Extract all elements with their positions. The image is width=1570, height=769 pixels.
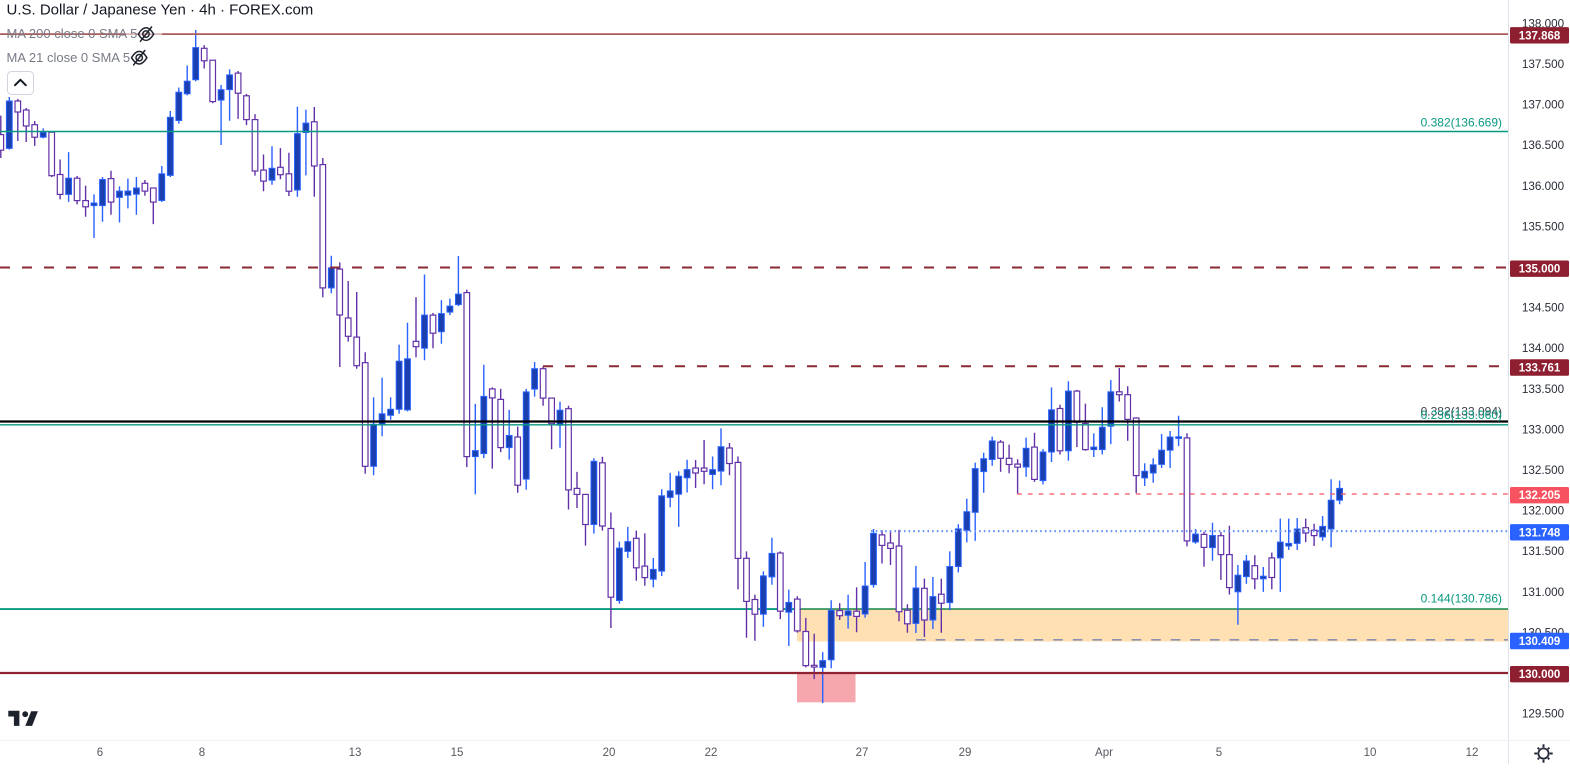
svg-text:134.500: 134.500 [1522, 302, 1565, 315]
svg-text:135.500: 135.500 [1522, 220, 1565, 233]
svg-text:136.000: 136.000 [1522, 180, 1565, 193]
svg-text:22: 22 [705, 747, 718, 759]
svg-text:27: 27 [856, 747, 869, 759]
svg-text:6: 6 [97, 747, 103, 759]
svg-text:136.500: 136.500 [1522, 139, 1565, 152]
svg-text:0.236(133.060): 0.236(133.060) [1421, 408, 1502, 422]
svg-text:0.382(136.669): 0.382(136.669) [1421, 115, 1502, 129]
svg-text:12: 12 [1466, 747, 1479, 759]
svg-text:132.000: 132.000 [1522, 505, 1565, 518]
svg-text:MA 21 close 0 SMA 5: MA 21 close 0 SMA 5 [7, 50, 131, 65]
svg-text:137.000: 137.000 [1522, 99, 1565, 112]
svg-text:137.868: 137.868 [1519, 30, 1561, 42]
svg-text:0.144(130.786): 0.144(130.786) [1421, 592, 1502, 606]
svg-text:Apr: Apr [1095, 747, 1113, 759]
svg-text:133.500: 133.500 [1522, 383, 1565, 396]
svg-text:8: 8 [199, 747, 205, 759]
svg-text:13: 13 [349, 747, 362, 759]
svg-text:131.000: 131.000 [1522, 586, 1565, 599]
svg-text:15: 15 [451, 747, 464, 759]
svg-text:5: 5 [1216, 747, 1222, 759]
svg-text:135.000: 135.000 [1519, 264, 1561, 276]
svg-text:133.000: 133.000 [1522, 423, 1565, 436]
svg-text:131.748: 131.748 [1519, 527, 1561, 539]
svg-text:131.500: 131.500 [1522, 545, 1565, 558]
svg-text:29: 29 [959, 747, 972, 759]
svg-text:137.500: 137.500 [1522, 58, 1565, 71]
svg-text:129.500: 129.500 [1522, 708, 1565, 721]
svg-text:U.S. Dollar / Japanese Yen · 4: U.S. Dollar / Japanese Yen · 4h · FOREX.… [7, 2, 314, 19]
svg-text:20: 20 [603, 747, 616, 759]
svg-text:132.500: 132.500 [1522, 464, 1565, 477]
svg-text:130.409: 130.409 [1519, 636, 1561, 648]
svg-text:MA 200 close 0 SMA 5: MA 200 close 0 SMA 5 [7, 26, 138, 41]
svg-text:133.761: 133.761 [1519, 363, 1561, 375]
svg-text:134.000: 134.000 [1522, 342, 1565, 355]
svg-text:130.000: 130.000 [1519, 669, 1561, 681]
svg-text:10: 10 [1364, 747, 1377, 759]
svg-text:0.382(133.094): 0.382(133.094) [1421, 405, 1502, 419]
svg-text:132.205: 132.205 [1519, 490, 1561, 502]
